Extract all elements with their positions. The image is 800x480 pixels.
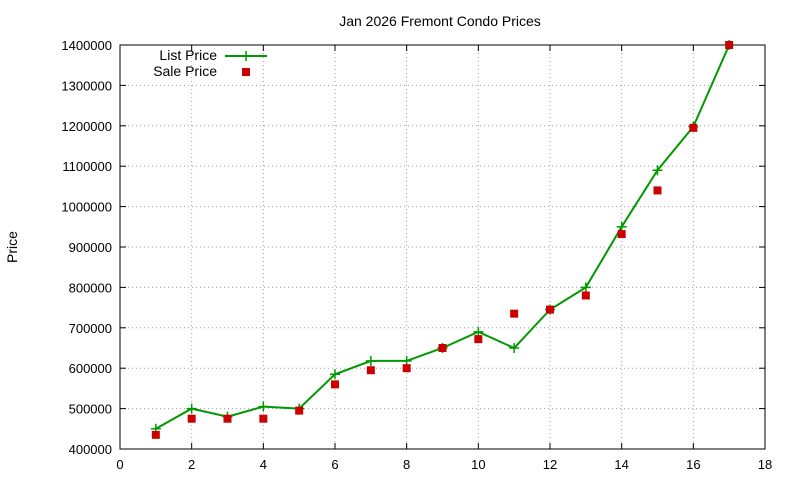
sale-price-point <box>546 305 554 314</box>
y-axis-tick-labels: 400000 500000 600000 700000 800000 900000 1000… <box>61 38 112 457</box>
x-tick-label: 8 <box>403 457 410 472</box>
sale-price-point <box>366 366 375 375</box>
y-tick-label: 1100000 <box>62 159 112 174</box>
legend-marker-list-price <box>241 51 251 61</box>
x-tick-label: 6 <box>331 457 338 472</box>
sale-price-point <box>331 380 339 389</box>
series-list-price <box>150 40 735 434</box>
sale-price-point <box>474 335 483 344</box>
sale-price-point <box>725 41 734 49</box>
sale-price-point <box>259 414 268 423</box>
y-tick-label: 700000 <box>69 321 112 336</box>
series-layer <box>150 40 735 439</box>
x-tick-label: 18 <box>758 457 772 472</box>
sale-price-point <box>187 414 196 423</box>
list-price-point <box>509 343 520 353</box>
y-tick-label: 900000 <box>69 240 112 255</box>
series-sale-price <box>151 41 734 439</box>
sale-price-point <box>617 230 626 239</box>
sale-price-point <box>581 291 590 300</box>
sale-price-point <box>653 186 662 195</box>
y-tick-label: 500000 <box>69 402 112 417</box>
x-tick-label: 2 <box>188 457 195 472</box>
sale-price-point <box>295 406 304 415</box>
list-price-line <box>155 44 731 430</box>
x-tick-label: 14 <box>614 457 628 472</box>
legend-marker-sale-price <box>242 68 250 76</box>
sale-price-point <box>151 430 160 439</box>
y-tick-label: 800000 <box>69 280 112 295</box>
legend-label-list-price: List Price <box>159 47 217 63</box>
y-tick-label: 1400000 <box>61 38 112 53</box>
list-price-point <box>365 355 376 366</box>
sale-price-point <box>438 344 447 352</box>
grid <box>120 45 765 449</box>
sale-price-point <box>510 309 519 318</box>
y-tick-label: 1300000 <box>61 78 112 93</box>
y-tick-label: 600000 <box>69 361 112 376</box>
list-price-point <box>330 369 340 380</box>
y-tick-label: 400000 <box>69 442 112 457</box>
y-tick-label: 1200000 <box>61 119 112 134</box>
list-price-point <box>580 282 591 293</box>
x-tick-label: 10 <box>471 457 485 472</box>
x-tick-label: 12 <box>543 457 557 472</box>
y-tick-label: 1000000 <box>61 200 112 215</box>
chart-title: Jan 2026 Fremont Condo Prices <box>339 13 541 29</box>
axis-ticks <box>119 44 766 450</box>
list-price-point <box>186 403 197 414</box>
list-price-point <box>652 165 663 176</box>
x-tick-label: 4 <box>260 457 267 472</box>
legend-label-sale-price: Sale Price <box>153 63 217 79</box>
sale-price-point <box>402 364 411 373</box>
x-tick-label: 0 <box>116 457 123 472</box>
y-axis-label: Price <box>4 231 20 263</box>
x-tick-label: 16 <box>686 457 700 472</box>
sale-price-point <box>689 123 698 132</box>
sale-price-point <box>223 414 232 423</box>
x-axis-tick-labels: 0 2 4 6 8 10 12 14 16 18 <box>116 457 772 472</box>
list-price-point <box>258 401 269 412</box>
